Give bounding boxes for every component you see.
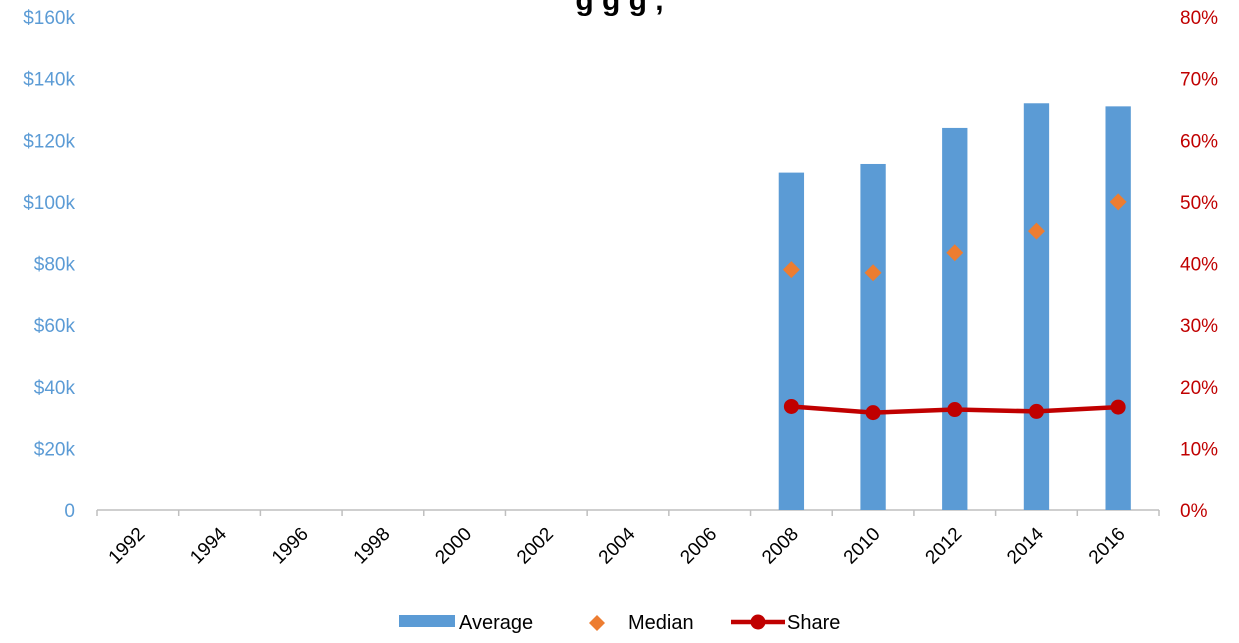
median-point (1109, 193, 1127, 211)
legend-label-share: Share (787, 612, 840, 634)
x-tick-label: 1992 (105, 524, 150, 569)
bar-average (778, 172, 805, 510)
chart-title: g g g , (575, 0, 664, 17)
median-point (946, 244, 964, 262)
left-tick-label: $120k (23, 131, 75, 152)
right-tick-label: 40% (1180, 255, 1218, 276)
bar-average (1105, 106, 1131, 510)
series-share-line (783, 398, 1126, 421)
right-axis-ticks: 0% 10% 20% 30% 40% 50% 60% 70% 80% (1180, 8, 1218, 522)
left-tick-label: $140k (23, 70, 75, 91)
right-tick-label: 0% (1180, 501, 1208, 522)
right-tick-label: 10% (1180, 439, 1218, 460)
right-tick-label: 30% (1180, 316, 1218, 337)
bar-average (860, 163, 886, 510)
legend-swatch-share-point (750, 614, 766, 630)
x-tick-label: 2014 (1003, 523, 1048, 568)
bar-average (942, 127, 968, 511)
x-tick-label: 2006 (676, 524, 721, 569)
x-tick-label: 2008 (758, 524, 803, 569)
x-tick-label: 2012 (922, 524, 967, 569)
x-tick-label: 1996 (268, 524, 313, 569)
left-tick-label: $20k (34, 439, 76, 460)
right-tick-label: 60% (1180, 131, 1218, 152)
right-tick-label: 70% (1180, 70, 1218, 91)
x-tick-label: 2004 (595, 523, 640, 568)
share-point (1028, 403, 1044, 419)
x-tick-label: 1994 (186, 523, 231, 568)
right-tick-label: 80% (1180, 8, 1218, 29)
x-tick-label: 2000 (431, 524, 476, 569)
left-tick-label: $100k (23, 193, 75, 214)
x-axis-ticks: 1992 1994 1996 1998 2000 2002 2004 2006 2008 2010… (96, 510, 1160, 569)
left-tick-label: $60k (34, 316, 76, 337)
right-tick-label: 50% (1180, 193, 1218, 214)
x-tick-label: 2010 (840, 524, 885, 569)
right-tick-label: 20% (1180, 378, 1218, 399)
legend: Average Median Share (399, 612, 840, 634)
share-point (1110, 399, 1126, 415)
left-axis-ticks: 0 $20k $40k $60k $80k $100k $120k $140k $160k (23, 8, 75, 522)
left-tick-label: $80k (34, 255, 76, 276)
left-tick-label: $160k (23, 8, 75, 29)
share-point (947, 402, 963, 418)
series-median-markers (782, 193, 1127, 282)
legend-label-median: Median (628, 612, 694, 634)
left-tick-label: $40k (34, 378, 76, 399)
median-point (1027, 222, 1045, 240)
x-tick-label: 2002 (513, 524, 558, 569)
x-tick-label: 1998 (350, 524, 395, 569)
bars-average (778, 103, 1131, 511)
share-point (865, 405, 881, 421)
median-point (782, 261, 800, 279)
legend-swatch-median (589, 615, 605, 631)
legend-label-average: Average (459, 612, 533, 634)
median-point (864, 264, 882, 282)
x-tick-label: 2016 (1085, 524, 1130, 569)
share-point (783, 398, 799, 414)
legend-swatch-average (399, 615, 455, 627)
left-tick-label: 0 (64, 501, 75, 522)
bar-average (1023, 103, 1050, 511)
